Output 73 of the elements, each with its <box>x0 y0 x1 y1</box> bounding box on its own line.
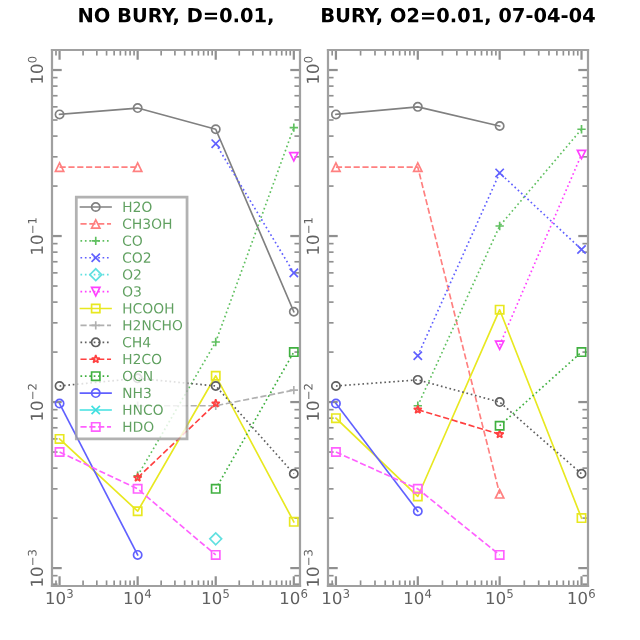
point <box>210 549 221 560</box>
x-tick-label: 10$^{3}$ <box>46 589 73 605</box>
point <box>132 506 143 517</box>
point <box>210 124 221 135</box>
point <box>494 488 505 499</box>
point <box>54 380 65 391</box>
point <box>288 151 299 162</box>
point <box>54 398 65 409</box>
point <box>412 162 423 173</box>
x-tick-label: 10$^{5}$ <box>486 589 513 605</box>
point <box>132 483 143 494</box>
point <box>132 103 143 114</box>
point <box>494 397 505 408</box>
point <box>209 532 223 546</box>
point <box>288 468 299 479</box>
point <box>494 167 505 178</box>
point <box>412 506 423 517</box>
point <box>576 347 587 358</box>
y-tick-label: 10$^{−3}$ <box>303 550 320 586</box>
point <box>412 350 423 361</box>
point <box>330 380 341 391</box>
point <box>288 347 299 358</box>
x-tick-label: 10$^{6}$ <box>280 589 308 605</box>
point <box>412 374 423 385</box>
line-series <box>54 370 299 527</box>
point <box>210 138 221 149</box>
point <box>330 162 341 173</box>
point <box>576 244 587 255</box>
x-tick-label: 10$^{4}$ <box>404 589 432 605</box>
point <box>54 447 65 458</box>
x-tick-label: 10$^{4}$ <box>124 589 152 605</box>
point <box>412 491 423 502</box>
y-tick-label: 10$^{0}$ <box>27 56 44 83</box>
point <box>288 267 299 278</box>
point <box>494 304 505 315</box>
point <box>288 306 299 317</box>
y-tick-label: 10$^{−2}$ <box>303 384 320 420</box>
point <box>412 483 423 494</box>
point <box>576 513 587 524</box>
point <box>330 109 341 120</box>
point <box>494 420 505 431</box>
point <box>330 447 341 458</box>
point <box>288 385 299 396</box>
point <box>210 370 221 381</box>
point <box>494 549 505 560</box>
y-tick-label: 10$^{−1}$ <box>27 218 44 254</box>
point <box>330 398 341 409</box>
y-tick-label: 10$^{−3}$ <box>27 550 44 586</box>
y-tick-label: 10$^{−1}$ <box>303 218 320 254</box>
point <box>288 516 299 527</box>
chart-title: NO BURY, D=0.01, <box>79 7 273 25</box>
point <box>412 101 423 112</box>
y-tick-label: 10$^{0}$ <box>303 56 320 83</box>
point <box>210 483 221 494</box>
point <box>210 380 221 391</box>
point <box>210 337 221 348</box>
point <box>494 429 505 439</box>
point <box>132 549 143 560</box>
point <box>54 109 65 120</box>
point <box>494 340 505 351</box>
x-tick-label: 10$^{5}$ <box>202 589 229 605</box>
point <box>54 162 65 173</box>
x-tick-label: 10$^{6}$ <box>568 589 595 605</box>
point <box>330 413 341 424</box>
point <box>132 162 143 173</box>
point <box>576 468 587 479</box>
chart-title: BURY, O2=0.01, 07-04-04 <box>322 7 595 25</box>
point <box>54 433 65 444</box>
point <box>494 121 505 132</box>
point <box>576 149 587 160</box>
y-tick-label: 10$^{−2}$ <box>27 384 44 420</box>
line-series <box>54 103 299 317</box>
x-tick-label: 10$^{3}$ <box>323 589 350 605</box>
